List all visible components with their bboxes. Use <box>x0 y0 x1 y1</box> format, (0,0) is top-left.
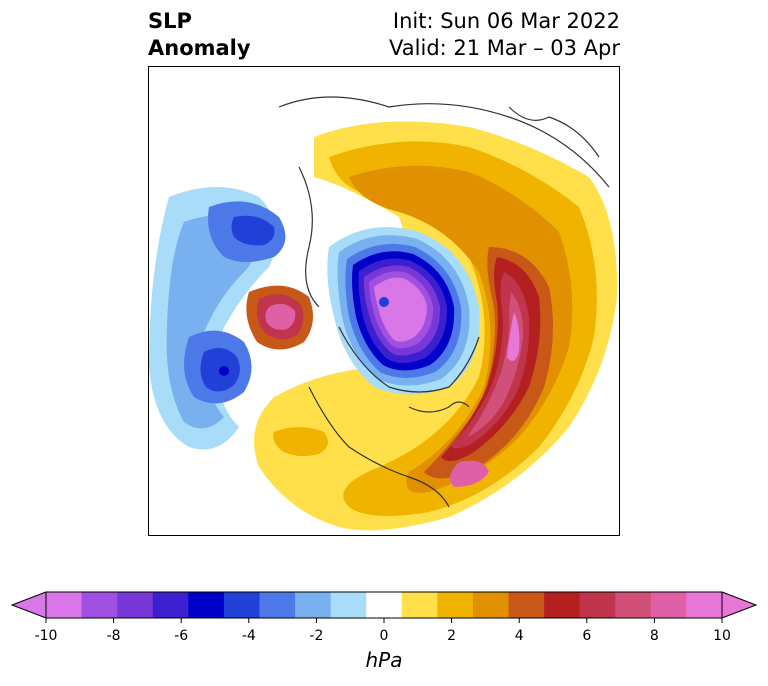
colorbar-extend-min <box>10 591 47 619</box>
negative-anomaly-field <box>149 187 480 450</box>
colorbar-bin <box>437 592 474 618</box>
colorbar-tick-label: -4 <box>241 628 256 644</box>
colorbar-tick-label: 10 <box>713 628 731 644</box>
colorbar-tick-label: -10 <box>34 628 58 644</box>
coastlines <box>278 96 610 508</box>
colorbar-bin <box>188 592 225 618</box>
colorbar-tick-label: -6 <box>174 628 189 644</box>
colorbar-bin <box>650 592 687 618</box>
forecast-dates: Init: Sun 06 Mar 2022 Valid: 21 Mar – 03… <box>389 8 620 62</box>
anomaly-map-graphic <box>149 96 618 531</box>
colorbar-bin <box>544 592 581 618</box>
title-line-2: Anomaly <box>148 36 251 60</box>
colorbar-bin <box>259 592 296 618</box>
colorbar <box>10 591 758 623</box>
colorbar-extend-max <box>721 591 758 619</box>
colorbar-bin <box>366 592 403 618</box>
colorbar-bin <box>223 592 260 618</box>
title-line-1: SLP <box>148 9 192 33</box>
colorbar-tick-label: 8 <box>649 628 659 644</box>
colorbar-bin <box>579 592 616 618</box>
colorbar-bin <box>46 592 83 618</box>
colorbar-bin <box>401 592 438 618</box>
colorbar-bin <box>508 592 545 618</box>
colorbar-bin <box>686 592 723 618</box>
colorbar-bin <box>295 592 332 618</box>
colorbar-unit: hPa <box>365 648 403 672</box>
colorbar-tick-label: 6 <box>582 628 592 644</box>
colorbar-bin <box>152 592 189 618</box>
colorbar-bin <box>330 592 367 618</box>
colorbar-bin <box>615 592 652 618</box>
valid-range: Valid: 21 Mar – 03 Apr <box>389 36 620 60</box>
colorbar-tick-label: -2 <box>309 628 324 644</box>
anomaly-map <box>148 66 620 536</box>
colorbar-tick-label: 0 <box>379 628 389 644</box>
colorbar-tick-label: -8 <box>106 628 121 644</box>
colorbar-bin <box>81 592 118 618</box>
colorbar-tick-label: 4 <box>514 628 524 644</box>
colorbar-bin <box>472 592 510 618</box>
colorbar-bin <box>117 592 154 618</box>
init-date: Init: Sun 06 Mar 2022 <box>392 9 620 33</box>
colorbar-tick-label: 2 <box>447 628 457 644</box>
chart-title: SLP Anomaly <box>148 8 251 62</box>
